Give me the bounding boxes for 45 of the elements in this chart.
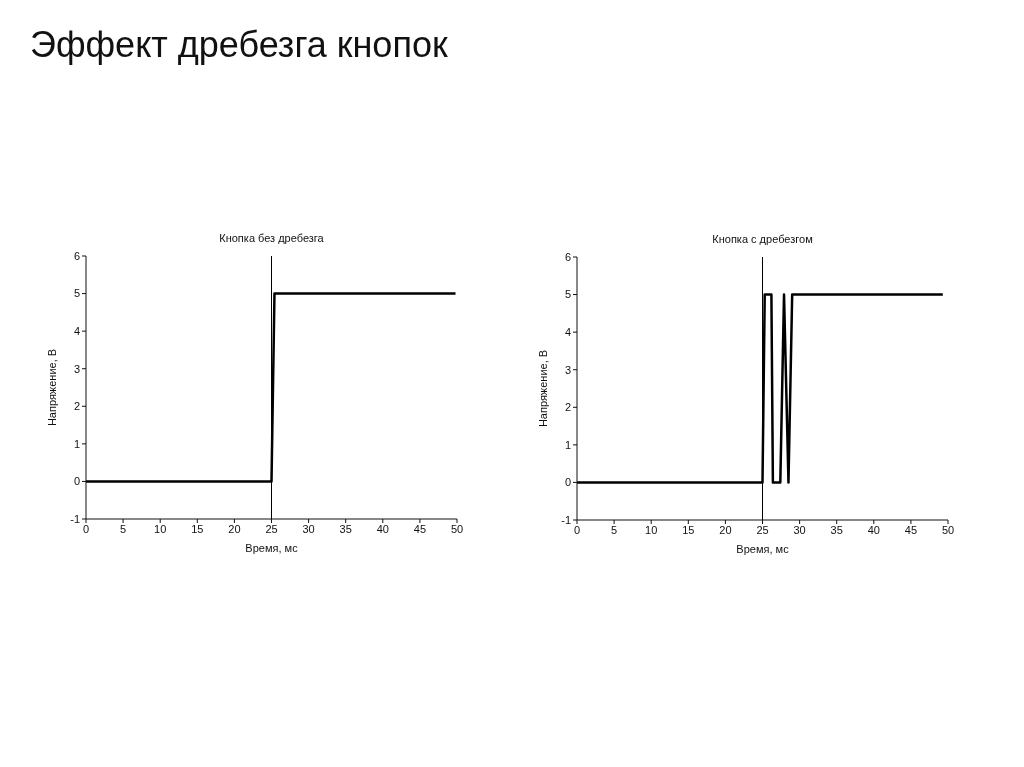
y-tick-label: 1 xyxy=(564,438,571,451)
y-tick-label: 5 xyxy=(73,287,80,300)
y-axis-title: Напряжение, В xyxy=(536,349,549,428)
y-tick-label: -1 xyxy=(561,513,571,526)
x-tick-label: 40 xyxy=(867,523,880,536)
x-tick-label: 5 xyxy=(120,522,127,535)
x-tick-label: 5 xyxy=(611,523,618,536)
text: Эффект дребезга кнопок xyxy=(30,24,448,66)
x-tick-label: 15 xyxy=(682,523,695,536)
x-tick-label: 15 xyxy=(191,522,204,535)
x-tick-label: 10 xyxy=(645,523,658,536)
x-tick-label: 25 xyxy=(265,522,278,535)
x-tick-label: 35 xyxy=(339,522,352,535)
y-tick-label: 6 xyxy=(73,249,80,262)
y-tick-label: 6 xyxy=(564,250,571,263)
y-tick-label: 3 xyxy=(73,362,80,375)
x-tick-label: 0 xyxy=(573,523,581,536)
x-tick-label: 35 xyxy=(830,523,843,536)
chart-title: Кнопка с дребезгом xyxy=(711,233,814,245)
x-tick-label: 10 xyxy=(154,522,167,535)
y-tick-label: -1 xyxy=(70,512,80,525)
x-tick-label: 30 xyxy=(793,523,806,536)
y-tick-label: 0 xyxy=(564,476,571,489)
x-tick-label: 45 xyxy=(413,522,427,535)
x-tick-label: 45 xyxy=(904,523,918,536)
y-tick-label: 4 xyxy=(73,325,80,338)
y-tick-label: 5 xyxy=(564,288,571,301)
x-tick-label: 40 xyxy=(376,522,389,535)
y-tick-label: 2 xyxy=(73,400,80,413)
chart-title: Кнопка без дребезга xyxy=(218,232,325,244)
x-tick-label: 25 xyxy=(756,523,769,536)
x-tick-label: 50 xyxy=(941,523,955,536)
x-tick-label: 0 xyxy=(82,522,90,535)
y-axis-title: Напряжение, В xyxy=(45,348,58,427)
y-tick-label: 0 xyxy=(73,475,80,488)
x-tick-label: 20 xyxy=(719,523,732,536)
y-tick-label: 2 xyxy=(564,401,571,414)
y-tick-label: 1 xyxy=(73,437,80,450)
x-tick-label: 30 xyxy=(302,522,315,535)
x-tick-label: 50 xyxy=(450,522,464,535)
x-axis-title: Время, мс xyxy=(245,542,299,554)
x-axis-title: Время, мс xyxy=(736,543,790,555)
x-tick-label: 20 xyxy=(228,522,241,535)
y-tick-label: 3 xyxy=(564,363,571,376)
y-tick-label: 4 xyxy=(564,326,571,339)
